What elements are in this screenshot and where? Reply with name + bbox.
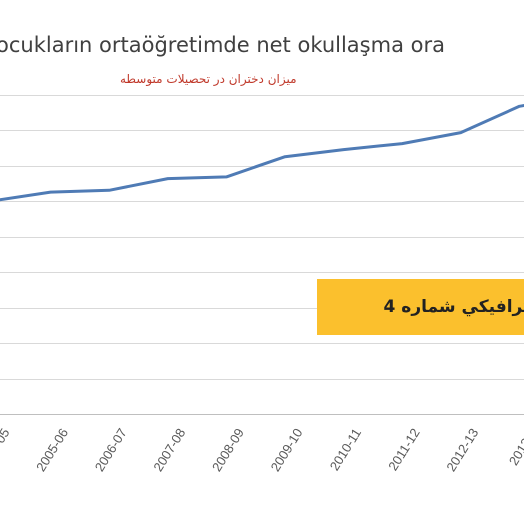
x-tick-label: 2009-10 bbox=[268, 426, 306, 474]
x-tick-label: 2013-1 bbox=[506, 426, 524, 468]
x-tick-label: 04-05 bbox=[0, 426, 13, 462]
x-tick-label: 2005-06 bbox=[33, 426, 71, 474]
annotation-box: گرافیکي شماره 4 bbox=[317, 279, 524, 335]
series-line bbox=[0, 103, 524, 202]
x-tick-label: 2010-11 bbox=[327, 426, 364, 474]
x-tick-label: 2008-09 bbox=[209, 426, 247, 474]
x-tick-label: 2007-08 bbox=[150, 426, 188, 474]
x-tick-label: 2012-13 bbox=[443, 426, 481, 474]
chart-subtitle: میزان دختران در تحصیلات متوسطه bbox=[120, 72, 297, 87]
gridlines bbox=[0, 95, 524, 415]
chart-title: ocukların ortaöğretimde net okullaşma or… bbox=[0, 33, 445, 57]
series-layer bbox=[0, 103, 524, 202]
x-tick-labels: 04-05 2005-06 2006-07 2007-08 2008-09 2009-10… bbox=[0, 426, 524, 474]
x-tick-label: 2006-07 bbox=[92, 426, 130, 474]
annotation-text: گرافیکي شماره 4 bbox=[383, 297, 524, 317]
x-tick-label: 2011-12 bbox=[385, 426, 422, 474]
